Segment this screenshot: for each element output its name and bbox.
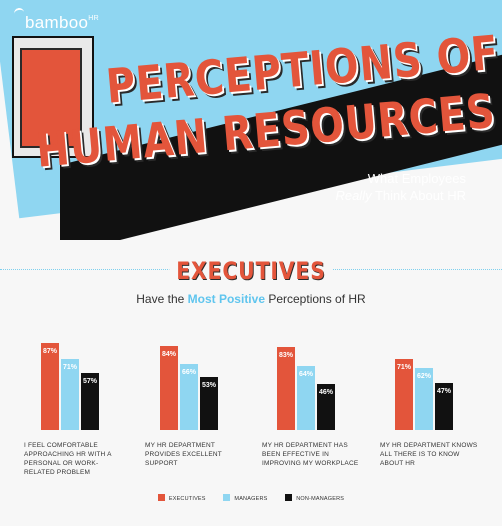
bar-value-label-executives-4: 71% xyxy=(397,364,412,371)
header-banner: bambooHR PERCEPTIONS OF HUMAN RESOURCES … xyxy=(0,0,502,240)
section-title-text: EXECUTIVES xyxy=(169,257,333,285)
logo-superscript: HR xyxy=(88,15,99,22)
bar-value-label-non-managers-3: 46% xyxy=(319,389,334,396)
bar-value-label-non-managers-1: 57% xyxy=(83,378,98,385)
legend-item-executives: EXECUTIVES xyxy=(157,494,206,502)
logo-text: bamboo xyxy=(25,13,89,32)
bar-executives-1 xyxy=(41,343,59,430)
bar-executives-2 xyxy=(160,346,178,430)
category-label-1: I FEEL COMFORTABLE APPROACHING HR WITH A… xyxy=(24,442,112,476)
bar-managers-4 xyxy=(415,368,433,430)
legend-item-non-managers: NON-MANAGERS xyxy=(285,494,344,502)
page-subtitle: What Employees Really Think About HR xyxy=(335,170,466,204)
decorative-orange-panel xyxy=(20,48,82,148)
section-subtitle: Have the Most Positive Perceptions of HR xyxy=(0,292,502,306)
bar-value-label-managers-2: 66% xyxy=(182,369,197,376)
section-title: EXECUTIVES xyxy=(0,257,502,285)
category-label-3: MY HR DEPARTMENT HAS BEEN EFFECTIVE IN I… xyxy=(262,442,359,467)
bar-value-label-non-managers-4: 47% xyxy=(437,388,452,395)
bar-value-label-executives-1: 87% xyxy=(43,348,58,355)
bar-value-label-managers-3: 64% xyxy=(299,371,314,378)
bar-executives-4 xyxy=(395,359,413,430)
bar-non-managers-2 xyxy=(200,377,218,430)
legend-swatch-non-managers xyxy=(285,494,293,501)
legend-label-executives: EXECUTIVES xyxy=(168,496,206,502)
leaf-icon xyxy=(13,7,25,17)
bar-managers-2 xyxy=(180,364,198,430)
section-subtitle-before: Have the xyxy=(136,292,188,306)
bamboohr-logo: bambooHR xyxy=(13,7,99,33)
bar-non-managers-3 xyxy=(317,384,335,430)
bar-value-label-non-managers-2: 53% xyxy=(202,382,217,389)
legend-item-managers: MANAGERS xyxy=(223,494,267,502)
legend-swatch-executives xyxy=(157,494,165,501)
section-subtitle-after: Perceptions of HR xyxy=(265,292,366,306)
bar-chart: 87% 71% 57% 84% 66% 53% 83% 64% 46% 71% 62% 47% xyxy=(41,343,453,430)
bar-value-label-executives-3: 83% xyxy=(279,352,294,359)
category-label-2: MY HR DEPARTMENT PROVIDES EXCELLENT SUPP… xyxy=(145,442,222,467)
bar-value-label-managers-4: 62% xyxy=(417,373,432,380)
bar-managers-3 xyxy=(297,366,315,430)
subtitle-rest: Think About HR xyxy=(371,188,466,203)
section-subtitle-highlight: Most Positive xyxy=(187,292,265,306)
bar-non-managers-4 xyxy=(435,383,453,430)
subtitle-emphasis: Really xyxy=(335,188,372,203)
bar-non-managers-1 xyxy=(81,373,99,430)
bar-managers-1 xyxy=(61,359,79,430)
legend-swatch-managers xyxy=(223,494,231,501)
legend-label-non-managers: NON-MANAGERS xyxy=(296,496,345,502)
bar-value-label-executives-2: 84% xyxy=(162,351,177,358)
subtitle-line-1: What Employees xyxy=(367,171,466,186)
bar-executives-3 xyxy=(277,347,295,430)
category-label-4: MY HR DEPARTMENT KNOWS ALL THERE IS TO K… xyxy=(380,442,478,467)
chart-legend: EXECUTIVES MANAGERS NON-MANAGERS xyxy=(0,494,502,502)
legend-label-managers: MANAGERS xyxy=(234,496,268,502)
bar-value-label-managers-1: 71% xyxy=(63,364,78,371)
